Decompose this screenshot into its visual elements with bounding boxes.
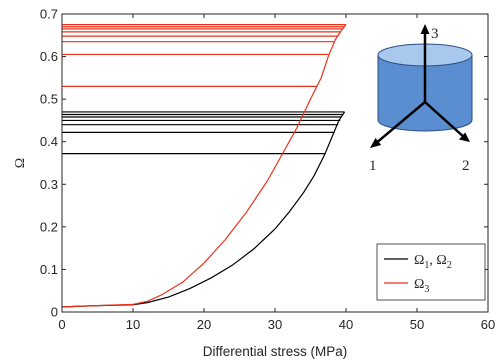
x-axis-label: Differential stress (MPa) xyxy=(203,344,348,359)
y-tick-label-1: 0.1 xyxy=(40,262,58,277)
series-omega12 xyxy=(61,111,346,308)
y-tick-label-2: 0.2 xyxy=(40,219,58,234)
legend-omega3-sub: 3 xyxy=(424,284,429,295)
y-tick-label-7: 0.7 xyxy=(40,7,58,22)
legend-omega12-symbol: Ω xyxy=(414,253,424,268)
inset-arrow-1 xyxy=(370,138,382,148)
ticks-layer: 0 10 20 30 40 50 60 0 0.1 0.2 0.3 0.4 0.5 0.6 0.7 xyxy=(40,7,495,333)
legend-omega12-sub2: 2 xyxy=(447,260,452,271)
curve-omega12 xyxy=(61,111,346,308)
inset-axis-2 xyxy=(424,101,466,139)
x-tick-label-6: 60 xyxy=(481,317,495,332)
inset-label-3: 3 xyxy=(431,26,439,42)
inset-label-2: 2 xyxy=(462,158,470,174)
legend-entry-omega3: Ω3 xyxy=(414,277,429,295)
x-tick-label-0: 0 xyxy=(58,317,65,332)
y-tick-label-0: 0 xyxy=(51,305,58,320)
legend-omega3-symbol: Ω xyxy=(414,277,424,292)
y-tick-label-5: 0.5 xyxy=(40,92,58,107)
x-tick-label-2: 20 xyxy=(197,317,211,332)
legend-omega12-sub1: 1 xyxy=(424,260,429,271)
y-tick-label-3: 0.3 xyxy=(40,177,58,192)
legend: Ω1, Ω2 Ω3 xyxy=(376,243,486,301)
y-tick-label-6: 0.6 xyxy=(40,49,58,64)
inset-axis-1 xyxy=(374,101,426,145)
legend-box xyxy=(376,243,486,301)
inset-arrow-3 xyxy=(420,24,430,34)
x-tick-label-1: 10 xyxy=(126,317,140,332)
legend-entry-omega12: Ω1, Ω2 xyxy=(414,253,452,271)
x-tick-label-4: 40 xyxy=(339,317,353,332)
y-axis-label: Ω xyxy=(13,158,28,168)
y-tick-label-4: 0.4 xyxy=(40,134,58,149)
curve-omega3 xyxy=(61,24,347,308)
inset-arrow-2 xyxy=(459,132,470,142)
inset-cylinder-diagram: 3 1 2 xyxy=(369,24,473,174)
series-omega3 xyxy=(61,24,347,308)
series-layer xyxy=(61,24,347,308)
x-tick-label-3: 30 xyxy=(268,317,282,332)
inset-label-1: 1 xyxy=(369,158,377,174)
x-tick-label-5: 50 xyxy=(410,317,424,332)
legend-omega12-sep: , Ω xyxy=(429,253,446,268)
